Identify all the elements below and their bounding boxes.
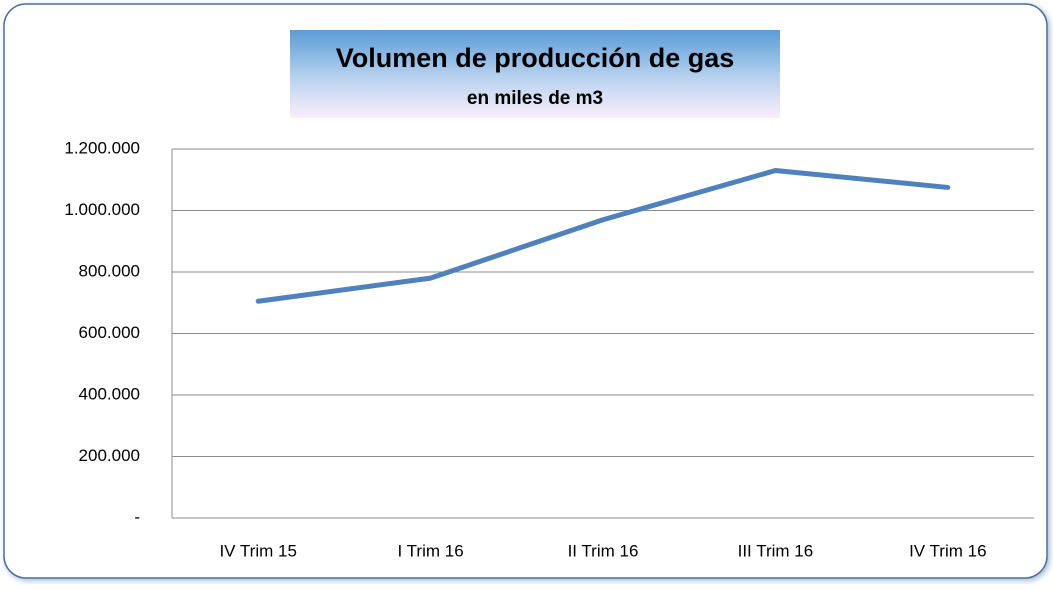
y-tick-label: 1.000.000 [64, 200, 140, 219]
plot-area: - 200.000 400.000 600.000 800.000 1.000.000 1.… [64, 138, 1034, 560]
x-tick-label: IV Trim 15 [219, 541, 296, 560]
x-tick-label: III Trim 16 [738, 541, 814, 560]
x-tick-label: IV Trim 16 [909, 541, 986, 560]
x-tick-label: I Trim 16 [398, 541, 464, 560]
y-tick-label: 800.000 [79, 261, 140, 280]
x-tick-label: II Trim 16 [568, 541, 639, 560]
y-tick-label: 400.000 [79, 384, 140, 403]
y-tick-label: 600.000 [79, 323, 140, 342]
y-tick-label: - [134, 507, 140, 526]
chart-subtitle: en miles de m3 [467, 88, 603, 109]
y-tick-label: 1.200.000 [64, 138, 140, 157]
y-tick-label: 200.000 [79, 446, 140, 465]
chart-title: Volumen de producción de gas [336, 43, 735, 73]
chart-frame [3, 3, 1048, 579]
title-box [290, 30, 780, 118]
data-line [255, 168, 951, 304]
